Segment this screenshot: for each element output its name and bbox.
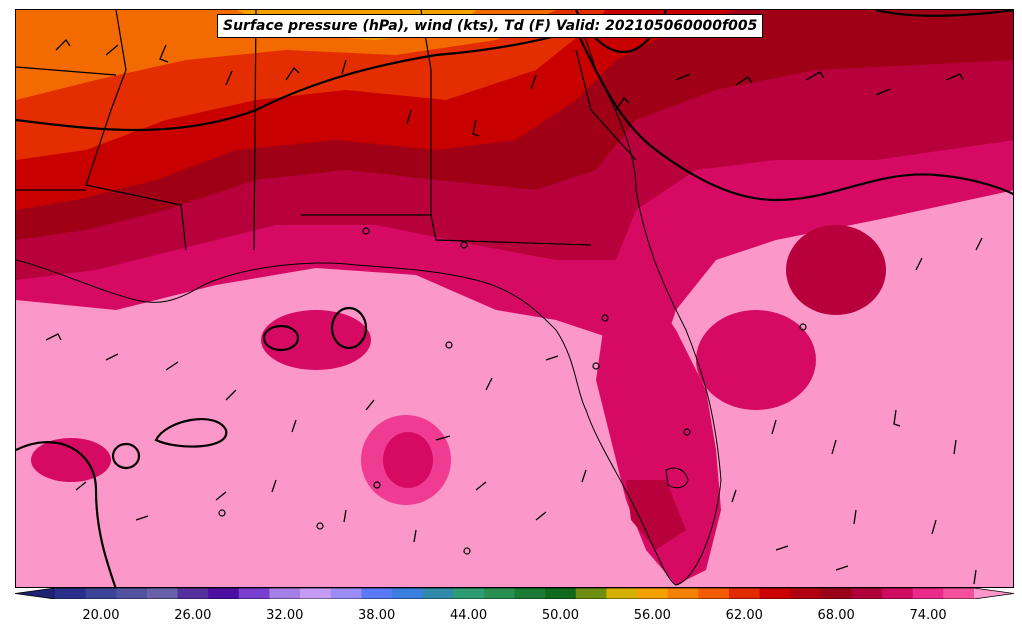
colorbar-swatch (330, 588, 362, 599)
colorbar-swatch (146, 588, 179, 599)
colorbar-swatch (208, 588, 240, 599)
colorbar-tick-label: 50.00 (541, 608, 580, 623)
colorbar-swatch (882, 588, 914, 599)
storm-cluster-gulf-1-core (383, 432, 433, 488)
colorbar-swatch (820, 588, 852, 599)
wind-barbs (45, 38, 983, 585)
colorbar-swatch (790, 588, 822, 599)
storm-cluster-gulf-2 (31, 438, 111, 482)
colorbar-swatch (300, 588, 332, 599)
colorbar-swatch (514, 588, 546, 599)
colorbar-swatch (483, 588, 515, 599)
storm-cluster-atlantic-2 (696, 310, 816, 410)
colorbar-over-triangle (974, 588, 1014, 599)
colorbar-swatch (453, 588, 485, 599)
colorbar-swatch (851, 588, 883, 599)
colorbar-swatch (238, 588, 270, 599)
dewpoint-map (16, 10, 1013, 587)
map-title: Surface pressure (hPa), wind (kts), Td (… (217, 14, 764, 38)
colorbar-tick-label: 38.00 (358, 608, 396, 623)
colorbar-tick-label: 74.00 (909, 608, 947, 623)
colorbar-swatch (667, 588, 699, 599)
map-panel (15, 9, 1014, 588)
colorbar-swatch (391, 588, 424, 599)
colorbar-tick-label: 68.00 (817, 608, 855, 623)
colorbar-swatch (575, 588, 607, 599)
coastlines (16, 10, 722, 586)
colorbar-swatch (55, 588, 87, 599)
colorbar-swatch (545, 588, 577, 599)
colorbar-tick-label: 62.00 (725, 608, 763, 623)
colorbar (15, 588, 1014, 599)
colorbar-tick-label: 56.00 (633, 608, 671, 623)
colorbar-swatch (637, 588, 669, 599)
colorbar-tick-label: 20.00 (82, 608, 120, 623)
colorbar-swatch (361, 588, 393, 599)
colorbar-swatch (728, 588, 761, 599)
colorbar-swatch (759, 588, 791, 599)
colorbar-swatches (15, 588, 1014, 599)
colorbar-swatch (698, 588, 730, 599)
colorbar-swatch (606, 588, 638, 599)
colorbar-tick-label: 44.00 (449, 608, 488, 623)
storm-cluster-gulf-3 (261, 310, 371, 370)
florida-peninsula (596, 300, 721, 585)
colorbar-tick-label: 32.00 (266, 608, 304, 623)
calm-wind-markers (218, 227, 807, 555)
colorbar-swatch (422, 588, 454, 599)
colorbar-swatch (116, 588, 148, 599)
colorbar-swatch (85, 588, 117, 599)
colorbar-swatch (177, 588, 209, 599)
storm-cluster-atlantic-3 (636, 200, 716, 280)
state-boundaries (16, 10, 637, 251)
colorbar-tick-label: 26.00 (174, 608, 212, 623)
colorbar-under-triangle (15, 588, 55, 599)
storm-cluster-atlantic-1 (786, 225, 886, 315)
colorbar-swatch (943, 588, 975, 599)
colorbar-swatch (269, 588, 301, 599)
florida-core (626, 480, 686, 550)
colorbar-swatch (912, 588, 944, 599)
